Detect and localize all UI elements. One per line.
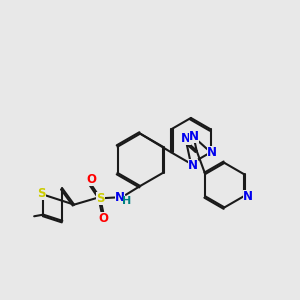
Text: N: N [115,191,125,204]
Text: N: N [181,132,191,145]
Text: N: N [188,159,197,172]
Text: N: N [189,130,200,143]
Text: O: O [98,212,109,225]
Text: O: O [86,173,96,186]
Text: S: S [96,192,104,205]
Text: H: H [122,196,131,206]
Text: S: S [38,187,46,200]
Text: N: N [243,190,253,203]
Text: N: N [207,146,218,159]
